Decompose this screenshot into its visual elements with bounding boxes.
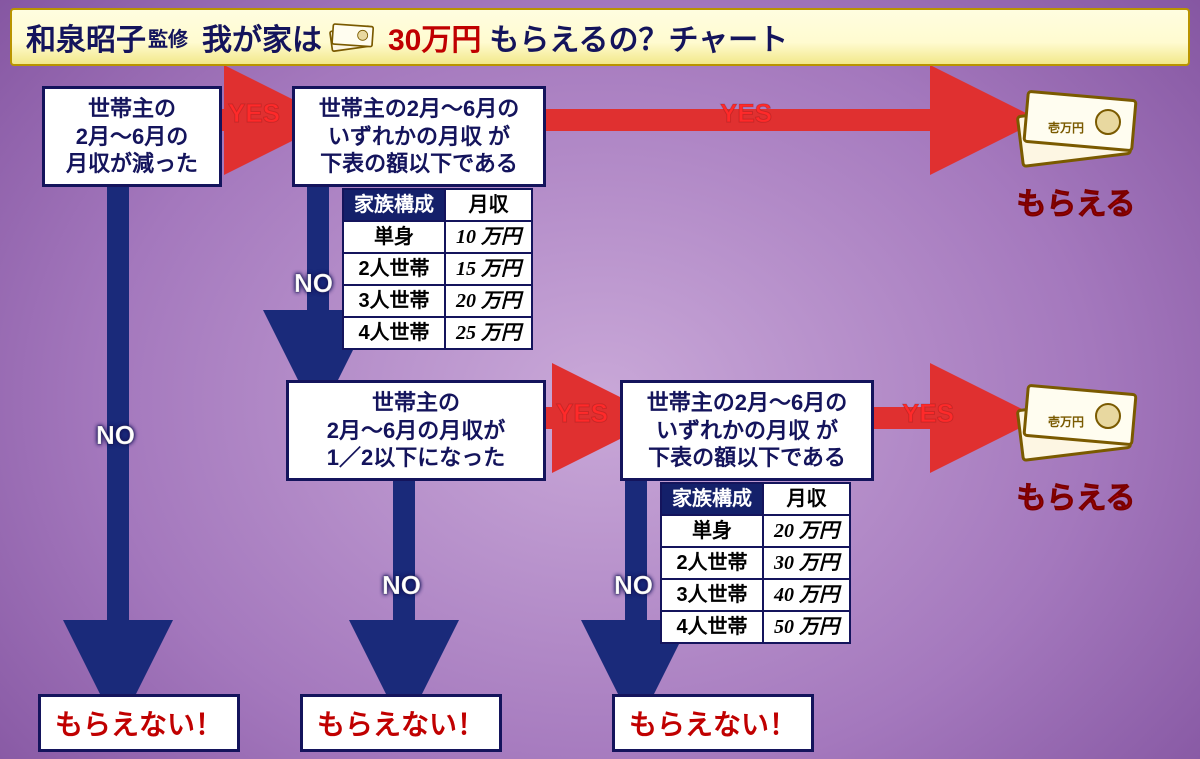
- table-row: 3人世帯20 万円: [343, 285, 532, 317]
- node-q3-l2: 2月～6月の月収が: [299, 417, 533, 445]
- money-stack-icon: 壱万円: [1006, 82, 1146, 170]
- table-row: 2人世帯30 万円: [661, 547, 850, 579]
- table-cell-value: 40 万円: [763, 579, 850, 611]
- result-no-3: もらえない！: [612, 694, 814, 752]
- table-cell-category: 4人世帯: [343, 317, 445, 349]
- title-amount: 30万円: [388, 15, 481, 59]
- supervisor-name: 和泉昭子: [26, 15, 146, 59]
- node-q4: 世帯主の2月～6月の いずれかの月収 が 下表の額以下である: [620, 380, 874, 481]
- table-row: 4人世帯25 万円: [343, 317, 532, 349]
- title-after: もらえるの？チャート: [489, 15, 788, 59]
- income-table-2: 家族構成月収単身20 万円2人世帯30 万円3人世帯40 万円4人世帯50 万円: [660, 482, 851, 644]
- node-q3-l3: 1／2以下になった: [299, 444, 533, 472]
- table-cell-category: 3人世帯: [661, 579, 763, 611]
- node-q4-l3: 下表の額以下である: [633, 444, 861, 472]
- arrow-label-q3_yes: YES: [556, 398, 608, 429]
- result-no-2: もらえない！: [300, 694, 502, 752]
- table-cell-category: 単身: [661, 515, 763, 547]
- node-q1-l2: 2月～6月の: [55, 123, 209, 151]
- node-q4-l2: いずれかの月収 が: [633, 417, 861, 445]
- node-q2: 世帯主の2月～6月の いずれかの月収 が 下表の額以下である: [292, 86, 546, 187]
- arrow-label-q1_no: NO: [96, 420, 135, 451]
- node-q1-l1: 世帯主の: [55, 95, 209, 123]
- node-q2-l3: 下表の額以下である: [305, 150, 533, 178]
- result-no-1: もらえない！: [38, 694, 240, 752]
- table-cell-category: 3人世帯: [343, 285, 445, 317]
- table-cell-value: 15 万円: [445, 253, 532, 285]
- node-q3: 世帯主の 2月～6月の月収が 1／2以下になった: [286, 380, 546, 481]
- result-yes-1-label: もらえる: [1006, 179, 1146, 223]
- title-bar: 和泉昭子 監修 我が家は 30万円 もらえるの？チャート: [10, 8, 1190, 66]
- table-row: 3人世帯40 万円: [661, 579, 850, 611]
- svg-text:壱万円: 壱万円: [1048, 120, 1084, 135]
- arrow-label-q1_yes: YES: [228, 98, 280, 129]
- table-header: 家族構成: [343, 189, 445, 221]
- result-yes-2: 壱万円 もらえる: [1006, 376, 1146, 517]
- node-q3-l1: 世帯主の: [299, 389, 533, 417]
- table-cell-category: 2人世帯: [661, 547, 763, 579]
- table-row: 単身10 万円: [343, 221, 532, 253]
- table-cell-value: 30 万円: [763, 547, 850, 579]
- svg-text:壱万円: 壱万円: [1048, 414, 1084, 429]
- income-table-1: 家族構成月収単身10 万円2人世帯15 万円3人世帯20 万円4人世帯25 万円: [342, 188, 533, 350]
- result-yes-1: 壱万円 もらえる: [1006, 82, 1146, 223]
- result-yes-2-label: もらえる: [1006, 473, 1146, 517]
- table-header: 家族構成: [661, 483, 763, 515]
- table-header: 月収: [445, 189, 532, 221]
- table-row: 2人世帯15 万円: [343, 253, 532, 285]
- table-cell-value: 25 万円: [445, 317, 532, 349]
- node-q1-l3: 月収が減った: [55, 150, 209, 178]
- node-q2-l1: 世帯主の2月～6月の: [305, 95, 533, 123]
- table-header: 月収: [763, 483, 850, 515]
- table-row: 4人世帯50 万円: [661, 611, 850, 643]
- table-row: 単身20 万円: [661, 515, 850, 547]
- table-cell-category: 2人世帯: [343, 253, 445, 285]
- arrow-label-q4_no: NO: [614, 570, 653, 601]
- table-cell-value: 10 万円: [445, 221, 532, 253]
- supervisor-suffix: 監修: [148, 23, 188, 52]
- node-q4-l1: 世帯主の2月～6月の: [633, 389, 861, 417]
- node-q1: 世帯主の 2月～6月の 月収が減った: [42, 86, 222, 187]
- arrow-label-q3_no: NO: [382, 570, 421, 601]
- money-stack-icon: 壱万円: [1006, 376, 1146, 464]
- table-cell-value: 20 万円: [445, 285, 532, 317]
- arrow-label-q2_yes: YES: [720, 98, 772, 129]
- table-cell-value: 20 万円: [763, 515, 850, 547]
- node-q2-l2: いずれかの月収 が: [305, 123, 533, 151]
- arrow-label-q2_no: NO: [294, 268, 333, 299]
- table-cell-category: 単身: [343, 221, 445, 253]
- table-cell-value: 50 万円: [763, 611, 850, 643]
- table-cell-category: 4人世帯: [661, 611, 763, 643]
- arrow-label-q4_yes: YES: [902, 398, 954, 429]
- title-before: 我が家は: [202, 15, 322, 59]
- banknote-icon: [326, 20, 376, 54]
